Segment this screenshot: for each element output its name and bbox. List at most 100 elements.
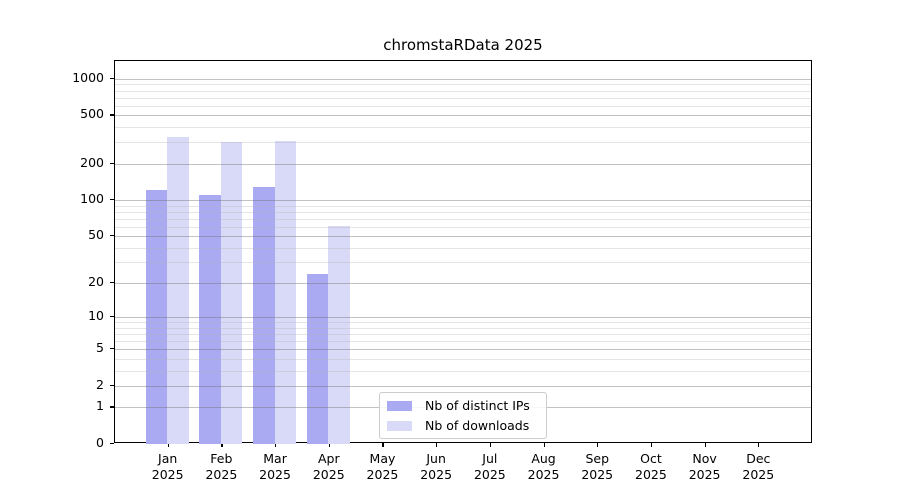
y-tick-mark <box>110 406 114 408</box>
minor-gridline <box>115 142 811 144</box>
x-tick-mark <box>167 443 169 447</box>
x-tick-month: Aug <box>531 451 556 466</box>
x-tick-year: 2025 <box>205 466 238 482</box>
y-tick-label: 1000 <box>72 69 104 85</box>
x-tick-year: 2025 <box>635 466 667 482</box>
minor-gridline <box>115 370 811 372</box>
x-tick-month: Nov <box>692 451 717 466</box>
minor-gridline <box>115 341 811 343</box>
major-gridline <box>115 385 811 387</box>
bar-nb-of-distinct-ips-mar <box>253 187 275 444</box>
x-tick-mark <box>704 443 706 447</box>
y-tick-mark <box>110 162 114 164</box>
x-tick-year: 2025 <box>742 466 775 482</box>
x-tick-year: 2025 <box>420 466 453 482</box>
legend-swatch <box>387 420 412 431</box>
x-tick-year: 2025 <box>312 466 345 482</box>
x-tick-mark <box>436 443 438 447</box>
x-tick-label-oct: Oct 2025 <box>619 451 683 482</box>
y-tick-mark <box>110 235 114 237</box>
major-gridline <box>115 115 811 117</box>
x-tick-month: Jul <box>482 451 498 466</box>
x-tick-mark <box>758 443 760 447</box>
x-tick-label-aug: Aug 2025 <box>512 451 576 482</box>
x-tick-label-dec: Dec 2025 <box>726 451 790 482</box>
grid-layer <box>115 61 811 442</box>
y-tick-label: 100 <box>80 191 104 207</box>
bar-nb-of-downloads-feb <box>220 142 243 444</box>
y-tick-mark <box>110 199 114 201</box>
bar-nb-of-distinct-ips-apr <box>306 273 329 444</box>
legend: Nb of distinct IPs Nb of downloads <box>379 392 547 439</box>
minor-gridline <box>115 327 811 329</box>
y-tick-label: 0 <box>96 435 104 450</box>
x-tick-year: 2025 <box>688 466 721 482</box>
x-tick-mark <box>489 443 492 447</box>
y-tick-label: 10 <box>88 308 104 324</box>
minor-gridline <box>115 211 811 213</box>
x-tick-mark <box>275 443 277 447</box>
minor-gridline <box>115 105 811 107</box>
x-tick-mark <box>382 443 384 447</box>
x-tick-year: 2025 <box>473 466 506 482</box>
y-tick-label: 50 <box>88 227 104 243</box>
x-tick-label-jun: Jun 2025 <box>404 451 468 482</box>
x-tick-label-jul: Jul 2025 <box>458 451 522 482</box>
minor-gridline <box>115 205 811 207</box>
y-tick-mark <box>110 77 114 79</box>
x-tick-month: Mar <box>263 451 287 466</box>
y-tick-mark <box>110 348 114 350</box>
legend-swatch <box>387 400 412 411</box>
x-tick-month: Dec <box>746 451 771 466</box>
legend-item-nb-of-distinct-ips: Nb of distinct IPs <box>387 398 538 413</box>
minor-gridline <box>115 97 811 99</box>
x-tick-label-jan: Jan 2025 <box>136 451 200 482</box>
x-tick-year: 2025 <box>527 466 560 482</box>
major-gridline <box>115 236 811 238</box>
y-tick-label: 5 <box>96 340 104 356</box>
x-tick-month: Apr <box>317 451 340 466</box>
x-tick-month: Jun <box>426 451 446 466</box>
bars-layer <box>115 61 811 444</box>
x-tick-mark <box>328 443 330 447</box>
minor-gridline <box>115 218 811 220</box>
y-tick-mark <box>110 114 114 116</box>
major-gridline <box>115 163 811 165</box>
minor-gridline <box>115 127 811 129</box>
x-tick-month: Jan <box>158 451 178 466</box>
y-tick-label: 200 <box>80 154 104 170</box>
bar-nb-of-downloads-apr <box>328 225 350 444</box>
minor-gridline <box>115 226 811 228</box>
major-gridline <box>115 349 811 351</box>
major-gridline <box>115 200 811 202</box>
minor-gridline <box>115 322 811 324</box>
chart-title: chromstaRData 2025 <box>383 36 543 54</box>
y-tick-label: 2 <box>96 376 104 392</box>
minor-gridline <box>115 247 811 249</box>
y-tick-mark <box>110 443 114 445</box>
legend-label: Nb of distinct IPs <box>425 398 530 413</box>
x-tick-mark <box>543 443 545 447</box>
legend-item-nb-of-downloads: Nb of downloads <box>387 418 538 433</box>
x-tick-mark <box>650 443 653 447</box>
x-tick-year: 2025 <box>581 466 614 482</box>
plot-area <box>114 60 812 444</box>
x-tick-label-sep: Sep 2025 <box>565 451 629 482</box>
minor-gridline <box>115 84 811 86</box>
major-gridline <box>115 283 811 285</box>
minor-gridline <box>115 262 811 264</box>
x-tick-label-may: May 2025 <box>350 451 414 482</box>
major-gridline <box>115 317 811 319</box>
x-tick-label-nov: Nov 2025 <box>673 451 737 482</box>
x-tick-year: 2025 <box>151 466 184 482</box>
bar-nb-of-downloads-jan <box>167 137 189 444</box>
x-tick-mark <box>221 443 223 447</box>
bar-nb-of-downloads-mar <box>274 140 297 444</box>
minor-gridline <box>115 334 811 336</box>
major-gridline <box>115 78 811 80</box>
minor-gridline <box>115 358 811 360</box>
y-tick-mark <box>110 384 114 387</box>
x-tick-mark <box>597 443 599 447</box>
x-tick-label-apr: Apr 2025 <box>297 451 361 482</box>
bar-nb-of-distinct-ips-feb <box>199 195 221 444</box>
